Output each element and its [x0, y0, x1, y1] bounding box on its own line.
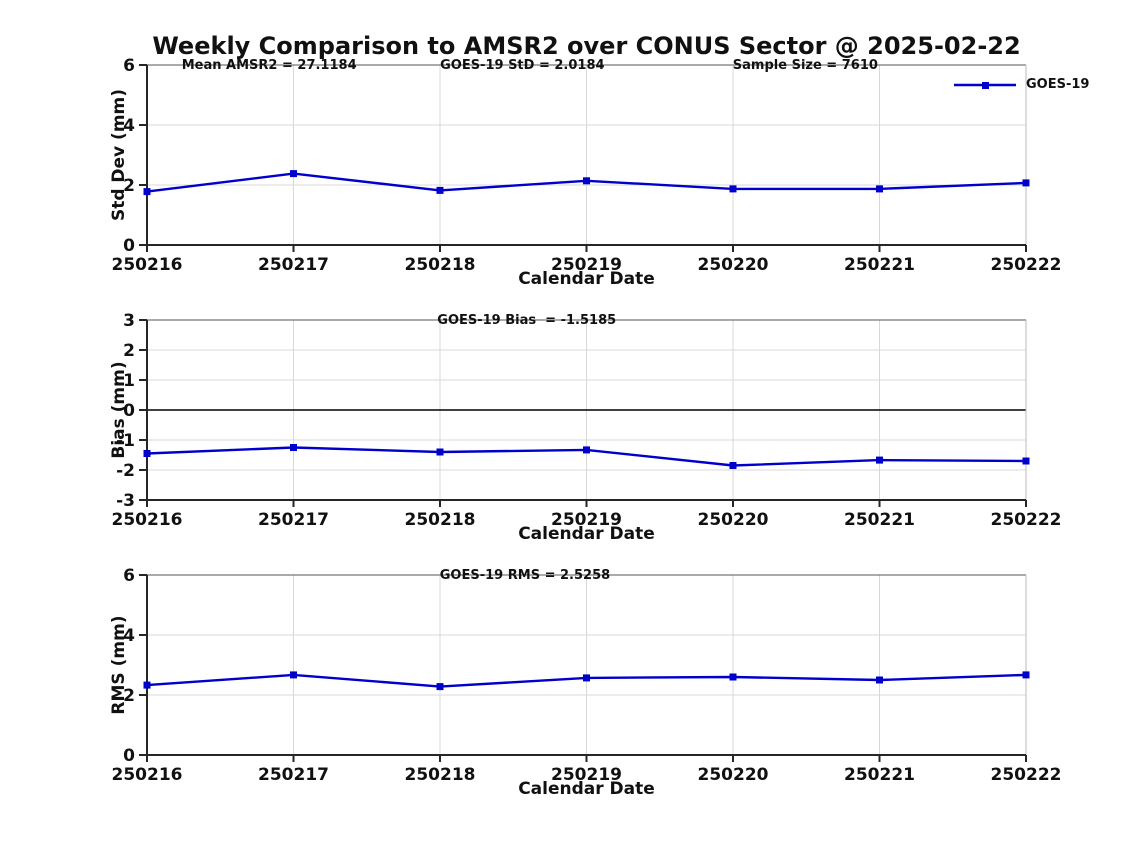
data-point-marker — [436, 448, 444, 456]
data-point-marker — [729, 462, 737, 469]
subplot-std-dev: Std Dev (mm) 0 2 4 6 250216 250217 250218 25021… — [0, 56, 1135, 301]
data-point-marker — [290, 671, 297, 679]
x-tick-label: 250222 — [991, 510, 1062, 530]
data-point-marker — [436, 186, 444, 194]
data-point-marker — [583, 177, 590, 185]
y-tick-label: 2 — [123, 176, 135, 196]
x-tick-label: 250216 — [112, 510, 183, 530]
y-tick-label: 0 — [123, 401, 135, 421]
bias-plot-area: -3 -2 -1 0 1 2 3 250216 250217 250218 250219 250220… — [112, 311, 1062, 530]
x-tick-label: 250217 — [258, 765, 329, 785]
x-tick-label: 250217 — [258, 510, 329, 530]
x-tick-label: 250220 — [698, 765, 769, 785]
x-tick-label: 250221 — [844, 255, 915, 275]
legend: GOES-19 — [952, 77, 1089, 92]
legend-label: GOES-19 — [1026, 77, 1090, 92]
chart-title: Weekly Comparison to AMSR2 over CONUS Se… — [152, 32, 1021, 60]
data-point-marker — [143, 681, 151, 689]
data-point-marker — [436, 683, 444, 691]
subplot-rms: RMS (mm) 0 2 4 6 250216 250217 250218 250219 250… — [0, 566, 1135, 811]
annotation: GOES-19 Bias = -1.5185 — [437, 313, 616, 328]
data-point-marker — [876, 456, 883, 464]
x-tick-label: 250220 — [698, 510, 769, 530]
y-tick-label: 1 — [123, 371, 135, 391]
data-point-marker — [1022, 179, 1030, 187]
data-point-marker — [583, 446, 590, 454]
data-point-marker — [143, 188, 151, 196]
y-tick-label: 2 — [123, 341, 135, 361]
data-point-marker — [1022, 671, 1030, 679]
data-point-marker — [876, 676, 883, 684]
y-tick-label: 6 — [123, 56, 135, 76]
annotation: Mean AMSR2 = 27.1184 — [182, 58, 357, 73]
x-tick-label: 250221 — [844, 510, 915, 530]
data-point-marker — [876, 185, 883, 193]
x-tick-label: 250216 — [112, 255, 183, 275]
y-tick-label: 2 — [123, 686, 135, 706]
y-tick-label: 0 — [123, 236, 135, 256]
y-tick-label: 4 — [123, 116, 135, 136]
y-tick-label: 4 — [123, 626, 135, 646]
y-tick-label: 3 — [123, 311, 135, 331]
x-tick-label: 250219 — [551, 255, 622, 275]
rms-x-axis-label: Calendar Date — [518, 779, 655, 799]
std-dev-x-axis-label: Calendar Date — [518, 269, 655, 289]
data-point-marker — [729, 185, 737, 193]
data-point-marker — [290, 444, 297, 451]
x-tick-label: 250220 — [698, 255, 769, 275]
x-tick-label: 250217 — [258, 255, 329, 275]
std-dev-plot-area: 0 2 4 6 250216 250217 250218 250219 250220 250221… — [112, 56, 1062, 275]
rms-plot-area: 0 2 4 6 250216 250217 250218 250219 250220 250221… — [112, 566, 1062, 785]
std-dev-y-axis-label: Std Dev (mm) — [109, 88, 129, 222]
x-tick-label: 250221 — [844, 765, 915, 785]
data-point-marker — [290, 170, 297, 178]
data-point-marker — [729, 673, 737, 681]
y-tick-label: -2 — [116, 461, 135, 481]
x-tick-label: 250219 — [551, 765, 622, 785]
legend-line-sample — [954, 81, 1016, 89]
data-point-marker — [583, 674, 590, 682]
x-tick-label: 250219 — [551, 510, 622, 530]
subplot-bias: Bias (mm) -3 -2 -1 0 1 2 3 250216 250217 250218 25… — [0, 311, 1135, 556]
x-tick-label: 250222 — [991, 765, 1062, 785]
y-tick-label: 0 — [123, 746, 135, 766]
x-tick-label: 250218 — [405, 510, 476, 530]
bias-x-axis-label: Calendar Date — [518, 524, 655, 544]
x-tick-label: 250222 — [991, 255, 1062, 275]
y-tick-label: -1 — [116, 431, 135, 451]
data-point-marker — [143, 450, 151, 457]
x-tick-label: 250218 — [405, 765, 476, 785]
data-point-marker — [1022, 457, 1030, 465]
x-tick-label: 250218 — [405, 255, 476, 275]
x-tick-label: 250216 — [112, 765, 183, 785]
y-tick-label: 6 — [123, 566, 135, 586]
annotation: Sample Size = 7610 — [733, 58, 878, 73]
y-tick-label: -3 — [116, 491, 135, 511]
annotation: GOES-19 StD = 2.0184 — [440, 58, 604, 73]
annotation: GOES-19 RMS = 2.5258 — [440, 568, 610, 583]
